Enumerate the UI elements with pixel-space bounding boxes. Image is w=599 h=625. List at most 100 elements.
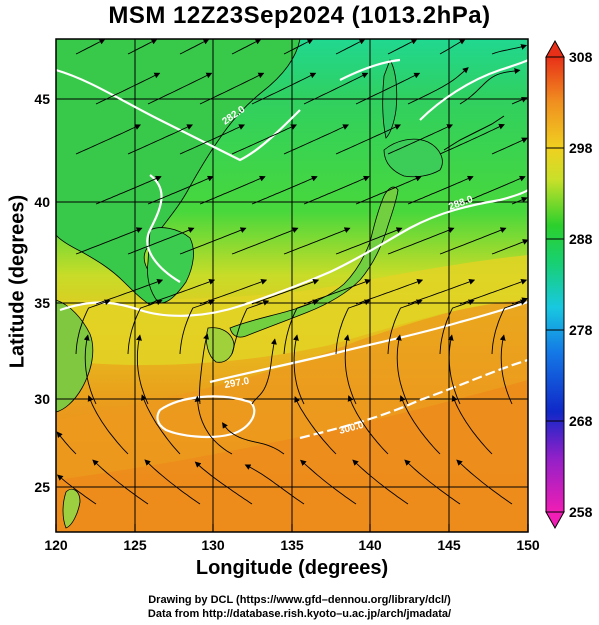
streamline — [179, 124, 246, 155]
x-tick-label: 135 — [280, 537, 304, 553]
y-tick-label: 25 — [34, 479, 50, 495]
colorbar-tick-label: 268 — [569, 413, 593, 429]
y-tick-label: 40 — [34, 194, 50, 210]
streamline — [387, 124, 454, 155]
streamline — [56, 474, 97, 505]
contour-label: 297.0 — [224, 376, 251, 391]
land-masses — [56, 39, 505, 529]
streamline — [95, 175, 162, 205]
streamline — [343, 334, 357, 405]
streamline — [511, 96, 528, 105]
streamline — [491, 299, 527, 355]
streamline — [491, 44, 528, 55]
streamline — [95, 72, 161, 105]
streamline — [251, 338, 277, 405]
streamline — [283, 299, 320, 355]
streamline — [459, 175, 526, 205]
streamline — [231, 227, 299, 255]
streamline — [355, 175, 422, 205]
streamline — [87, 395, 129, 455]
x-tick-label: 130 — [201, 537, 225, 553]
streamline — [387, 299, 423, 355]
colorbar-tick-label: 288 — [569, 231, 593, 247]
streamline — [75, 39, 106, 55]
streamline — [127, 124, 194, 155]
streamline — [179, 299, 215, 355]
streamline — [222, 422, 285, 455]
streamline — [491, 239, 528, 255]
streamline — [92, 459, 149, 505]
x-tick-label: 140 — [358, 537, 382, 553]
credit-data-source: Data from http://database.rish.kyoto–u.a… — [147, 608, 452, 620]
streamline — [194, 395, 233, 455]
streamline — [283, 227, 351, 255]
streamline — [456, 459, 513, 505]
streamline — [83, 334, 97, 405]
streamline — [199, 72, 265, 105]
streamline — [127, 299, 163, 355]
streamline — [407, 67, 469, 105]
streamline — [147, 175, 214, 205]
streamline — [179, 39, 210, 55]
streamline — [395, 334, 409, 405]
x-tick-label: 150 — [516, 537, 540, 553]
y-tick-labels: 25 30 35 40 45 — [34, 91, 50, 495]
colorbar-min-arrow — [545, 511, 565, 530]
wind-streamlines — [56, 39, 528, 505]
streamline — [303, 72, 369, 105]
streamline — [231, 299, 270, 355]
streamline — [303, 175, 370, 205]
temperature-field — [56, 39, 528, 532]
credit-dcl: Drawing by DCL (https://www.gfd–dennou.o… — [148, 594, 451, 606]
streamline — [127, 227, 195, 255]
streamline — [141, 394, 181, 455]
streamline — [75, 124, 142, 155]
streamline — [352, 459, 409, 505]
colorbar-tick-label: 308 — [569, 49, 593, 65]
streamline — [335, 299, 371, 355]
streamline — [144, 459, 201, 505]
streamline — [447, 334, 461, 405]
colorbar-tick-label: 258 — [569, 504, 593, 520]
x-axis-label: Longitude (degrees) — [195, 557, 389, 579]
streamline — [127, 39, 158, 55]
streamline — [404, 459, 461, 505]
streamline — [407, 175, 474, 205]
colorbar-tick-label: 298 — [569, 140, 593, 156]
streamline — [439, 227, 507, 255]
grid-lines — [56, 39, 528, 532]
streamline — [179, 227, 247, 255]
streamline — [244, 464, 305, 505]
streamline — [399, 395, 441, 455]
streamline — [292, 334, 305, 405]
streamline — [199, 333, 209, 405]
streamline — [511, 196, 528, 205]
streamline — [451, 395, 493, 455]
colorbar-tick-label: 278 — [569, 322, 593, 338]
streamline — [283, 39, 314, 55]
x-tick-label: 125 — [123, 537, 147, 553]
colorbar-tick-labels: 308 298 288 278 268 258 — [569, 49, 593, 520]
streamline — [387, 39, 418, 55]
streamline — [75, 227, 143, 255]
colorbar-max-arrow — [545, 39, 565, 58]
streamline — [199, 175, 266, 205]
streamline — [347, 395, 389, 455]
streamline — [387, 227, 455, 255]
x-tick-label: 145 — [437, 537, 461, 553]
streamline — [56, 431, 77, 455]
streamline — [335, 227, 403, 255]
streamline — [194, 461, 253, 505]
streamline — [499, 334, 513, 405]
streamline — [231, 39, 262, 55]
streamline — [439, 39, 466, 55]
streamline — [251, 175, 318, 205]
x-tick-label: 120 — [44, 537, 68, 553]
streamline — [459, 68, 521, 105]
y-tick-label: 35 — [34, 295, 50, 311]
streamline — [355, 72, 421, 105]
streamline — [75, 299, 111, 355]
streamline — [300, 459, 357, 505]
streamline — [439, 123, 505, 155]
